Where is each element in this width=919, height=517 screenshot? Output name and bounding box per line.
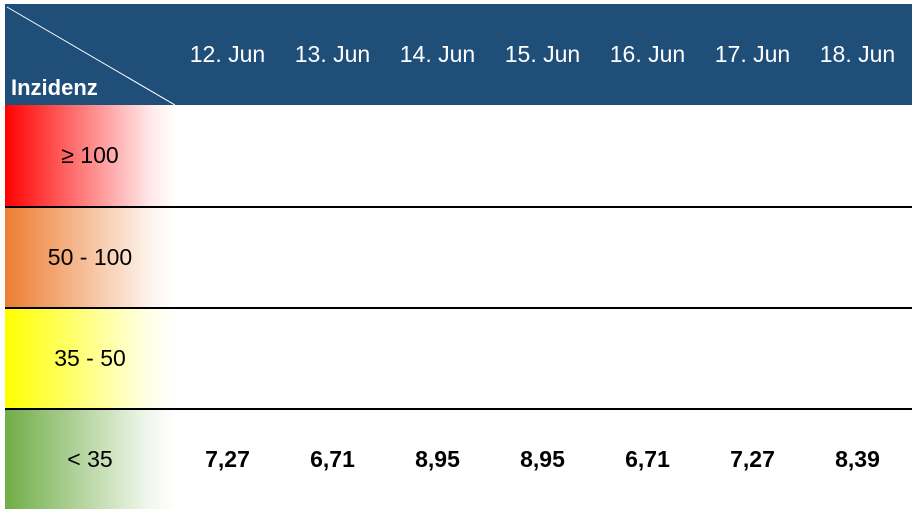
- value-cell: 8,95: [520, 446, 565, 472]
- value-cell: [595, 309, 700, 408]
- table-header: Inzidenz 12. Jun 13. Jun 14. Jun 15. Jun 16.…: [5, 4, 912, 105]
- value-cell: 7,27: [205, 446, 250, 472]
- category-cell: 50 - 100: [5, 208, 175, 307]
- value-cell: 8,95: [415, 446, 460, 472]
- value-cell: 6,71: [625, 446, 670, 472]
- value-cell: [385, 309, 490, 408]
- corner-cell: Inzidenz: [5, 4, 175, 105]
- value-cell: [805, 105, 910, 206]
- date-header: 14. Jun: [399, 41, 476, 67]
- value-cell: [595, 105, 700, 206]
- table-row: < 35 7,27 6,71 8,95 8,95 6,71 7,27 8,39: [5, 408, 912, 509]
- date-header: 12. Jun: [189, 41, 266, 67]
- value-cell: [280, 105, 385, 206]
- table-row: 35 - 50: [5, 307, 912, 408]
- corner-label: Inzidenz: [11, 75, 98, 100]
- value-cell: 6,71: [310, 446, 355, 472]
- value-cell: [805, 208, 910, 307]
- date-header: 13. Jun: [294, 41, 371, 67]
- value-cell: [700, 309, 805, 408]
- value-cell: [700, 105, 805, 206]
- value-cell: [175, 105, 280, 206]
- value-cell: [595, 208, 700, 307]
- value-cell: [490, 309, 595, 408]
- table-row: 50 - 100: [5, 206, 912, 307]
- incidence-table: Inzidenz 12. Jun 13. Jun 14. Jun 15. Jun 16.…: [5, 4, 912, 509]
- value-cell: 8,39: [835, 446, 880, 472]
- category-cell: 35 - 50: [5, 309, 175, 408]
- value-cell: [175, 309, 280, 408]
- value-cell: [280, 208, 385, 307]
- value-cell: 7,27: [730, 446, 775, 472]
- date-header: 17. Jun: [714, 41, 791, 67]
- value-cell: [700, 208, 805, 307]
- value-cell: [280, 309, 385, 408]
- date-header: 15. Jun: [504, 41, 581, 67]
- value-cell: [490, 208, 595, 307]
- value-cell: [385, 105, 490, 206]
- category-cell: < 35: [5, 410, 175, 509]
- diagonal-divider: [6, 6, 175, 105]
- date-header: 18. Jun: [819, 41, 896, 67]
- value-cell: [175, 208, 280, 307]
- category-cell: ≥ 100: [5, 105, 175, 206]
- table-row: ≥ 100: [5, 105, 912, 206]
- date-header: 16. Jun: [609, 41, 686, 67]
- value-cell: [490, 105, 595, 206]
- value-cell: [805, 309, 910, 408]
- value-cell: [385, 208, 490, 307]
